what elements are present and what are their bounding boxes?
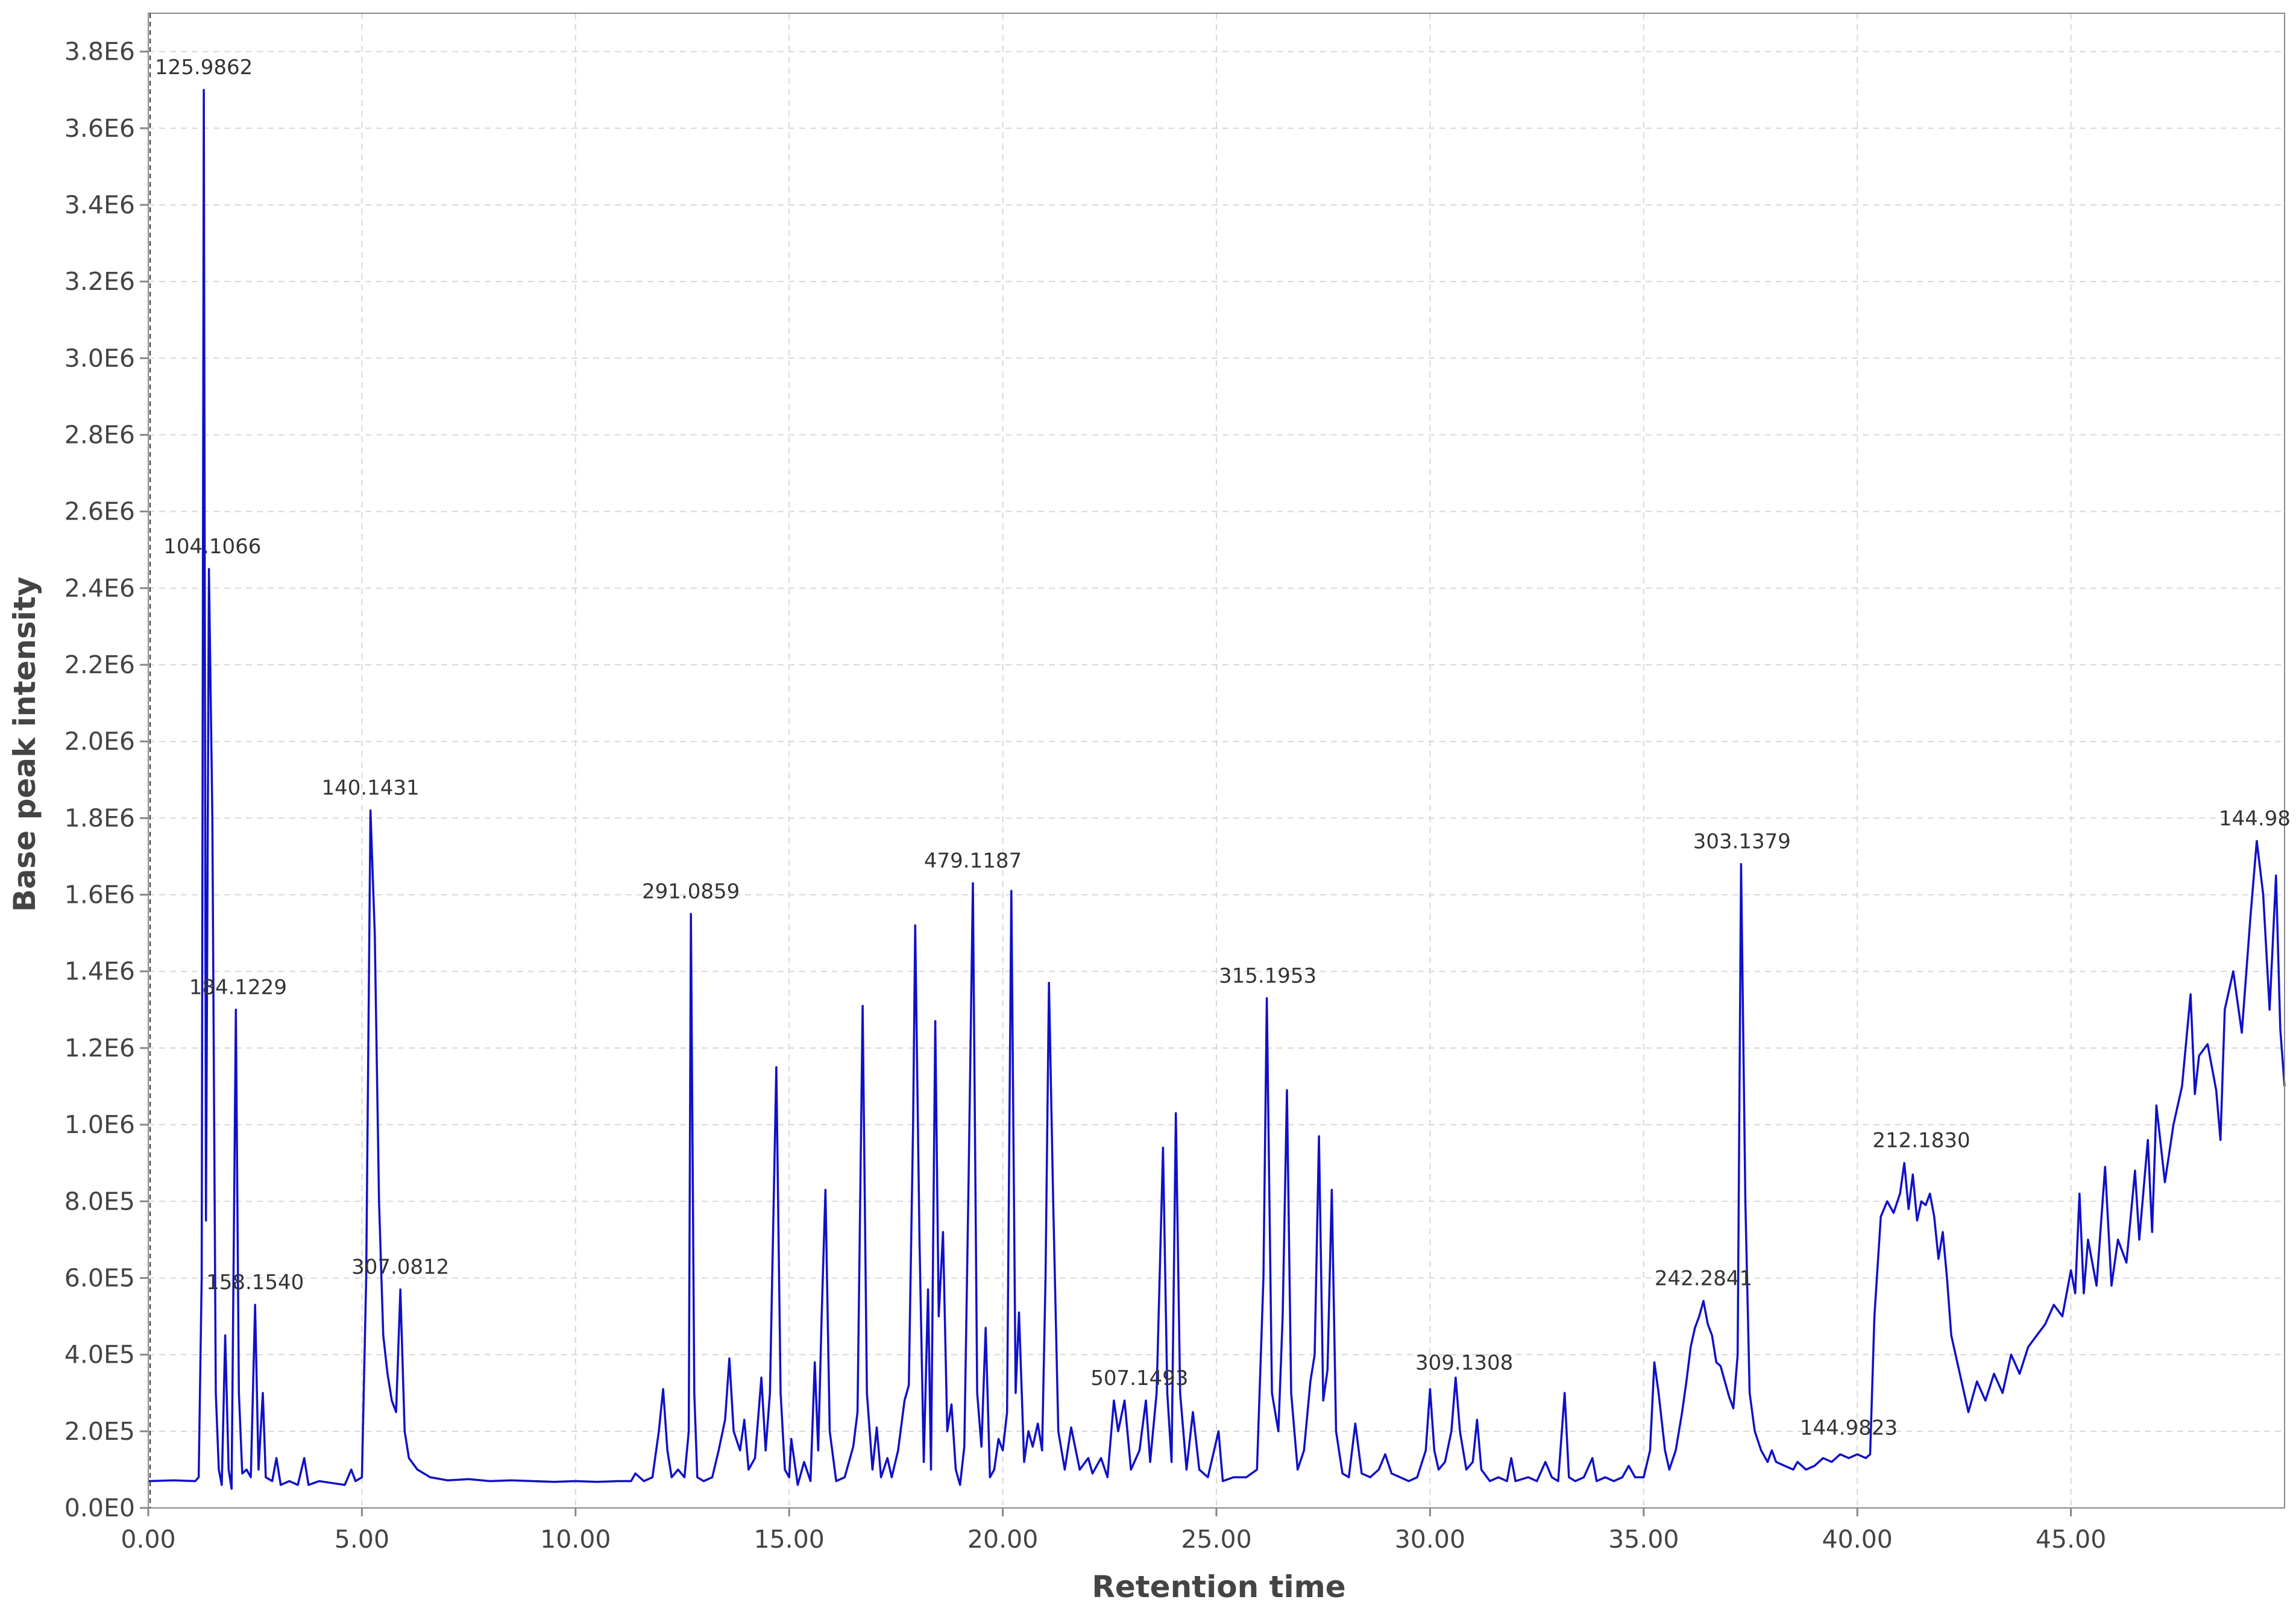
- base-peak-trace: [148, 89, 2286, 1490]
- peak-label: 144.98: [2219, 807, 2291, 831]
- peak-label: 291.0859: [642, 879, 740, 903]
- x-tick-labels: 0.00 5.00 10.00 15.00 20.00 25.00 30.00 35.00 40…: [121, 1525, 2106, 1554]
- y-tick-label: 3.4E6: [64, 190, 135, 219]
- y-tick-label: 2.4E6: [64, 574, 135, 603]
- peak-label: 315.1953: [1219, 964, 1316, 988]
- y-tick-label: 1.0E6: [64, 1110, 135, 1139]
- x-tick-label: 45.00: [2036, 1525, 2106, 1554]
- x-tick-label: 30.00: [1395, 1525, 1465, 1554]
- axes: [140, 13, 2285, 1516]
- peak-label: 184.1229: [189, 975, 287, 999]
- y-tick-label: 2.0E5: [64, 1417, 135, 1446]
- x-tick-label: 35.00: [1608, 1525, 1679, 1554]
- peak-label: 479.1187: [924, 849, 1022, 873]
- y-tick-label: 2.0E6: [64, 727, 135, 756]
- peak-label: 125.9862: [155, 55, 253, 80]
- y-tick-label: 8.0E5: [64, 1187, 135, 1216]
- y-tick-label: 2.2E6: [64, 650, 135, 679]
- y-tick-label: 6.0E5: [64, 1263, 135, 1292]
- peak-label: 144.9823: [1800, 1416, 1898, 1440]
- y-tick-label: 3.6E6: [64, 114, 135, 143]
- x-tick-label: 10.00: [540, 1525, 611, 1554]
- y-tick-label: 4.0E5: [64, 1340, 135, 1369]
- y-tick-label: 1.6E6: [64, 881, 135, 909]
- x-axis-label: Retention time: [1092, 1569, 1345, 1604]
- x-tick-label: 15.00: [754, 1525, 825, 1554]
- peak-label: 158.1540: [206, 1270, 304, 1295]
- y-tick-label: 0.0E0: [64, 1493, 135, 1522]
- y-tick-label: 3.0E6: [64, 344, 135, 372]
- y-axis-label: Base peak intensity: [7, 577, 42, 912]
- peak-label: 309.1308: [1415, 1351, 1513, 1375]
- peak-label: 140.1431: [321, 776, 419, 800]
- peak-label: 307.0812: [351, 1255, 449, 1280]
- x-tick-label: 40.00: [1822, 1525, 1893, 1554]
- y-tick-labels: 0.0E0 2.0E5 4.0E5 6.0E5 8.0E5 1.0E6 1.2E6 1.4E6…: [64, 37, 135, 1522]
- peak-label: 303.1379: [1693, 830, 1791, 854]
- y-tick-label: 1.4E6: [64, 957, 135, 986]
- x-tick-label: 0.00: [121, 1525, 175, 1554]
- x-tick-label: 20.00: [967, 1525, 1038, 1554]
- grid-lines: [148, 13, 2285, 1508]
- x-tick-label: 25.00: [1181, 1525, 1251, 1554]
- series-layer: [148, 89, 2286, 1490]
- peak-annotations: 125.9862 104.1066 184.1229 158.1540 140.1431…: [155, 55, 2291, 1440]
- y-tick-label: 3.8E6: [64, 37, 135, 66]
- peak-label: 212.1830: [1872, 1129, 1970, 1153]
- y-tick-label: 2.8E6: [64, 420, 135, 449]
- y-tick-label: 1.2E6: [64, 1034, 135, 1063]
- y-tick-label: 3.2E6: [64, 267, 135, 296]
- peak-label: 104.1066: [163, 535, 261, 559]
- x-tick-label: 5.00: [335, 1525, 389, 1554]
- peak-label: 242.2841: [1655, 1267, 1752, 1291]
- peak-label: 507.1493: [1090, 1366, 1188, 1390]
- y-tick-label: 1.8E6: [64, 803, 135, 832]
- y-tick-label: 2.6E6: [64, 497, 135, 526]
